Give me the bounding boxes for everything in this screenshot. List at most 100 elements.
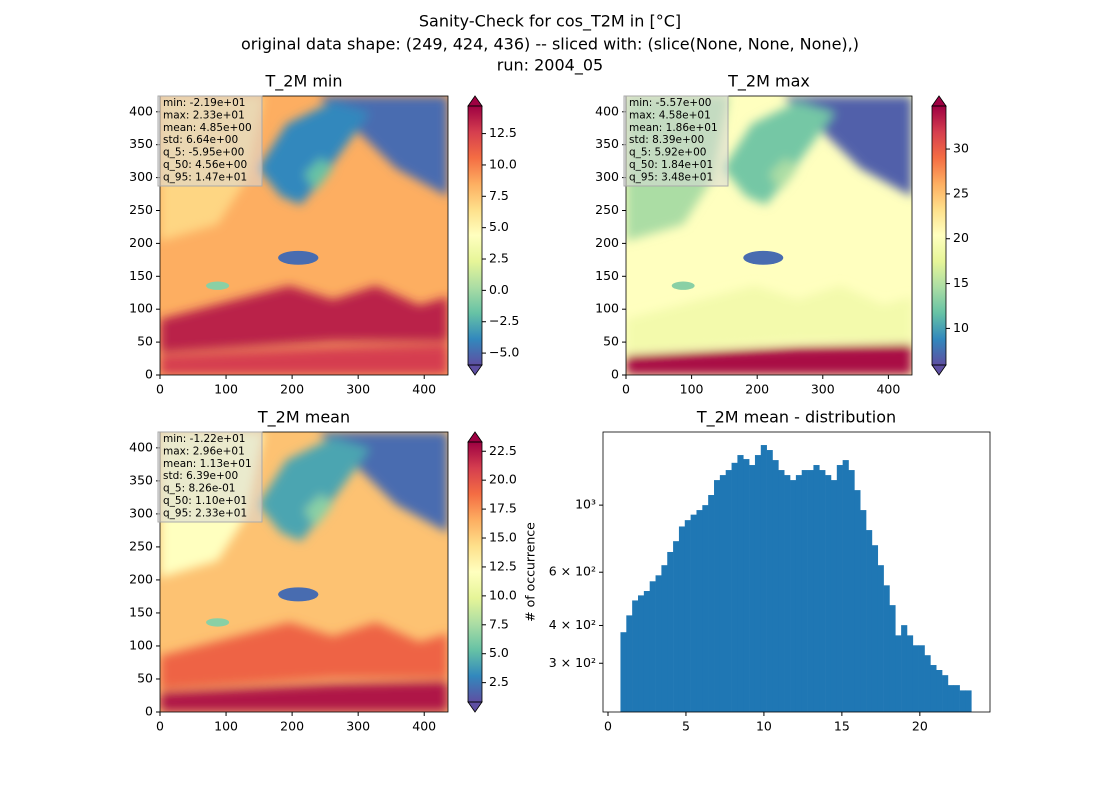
bar xyxy=(690,514,697,712)
x-tick-label: 300 xyxy=(811,382,835,397)
y-tick-label: 4 × 10² xyxy=(549,617,596,632)
map-region xyxy=(723,101,835,205)
bar xyxy=(819,470,826,712)
y-tick-label: 350 xyxy=(595,136,619,151)
y-tick-label: 350 xyxy=(129,136,153,151)
y-tick-label: 100 xyxy=(129,301,153,316)
x-tick-label: 100 xyxy=(680,382,704,397)
bar xyxy=(719,475,727,712)
colorbar-tick-label: 10.0 xyxy=(489,156,517,171)
bar xyxy=(714,480,721,712)
stats-text: std: 6.39e+00 xyxy=(163,470,238,482)
stats-box xyxy=(157,431,263,523)
colorbar-tick-label: 2.5 xyxy=(489,251,509,266)
y-tick-label: 50 xyxy=(137,670,153,685)
colorbar-tick-label: 15.0 xyxy=(489,530,517,545)
bar xyxy=(825,475,832,712)
x-tick-label: 200 xyxy=(745,382,769,397)
bar xyxy=(924,655,931,712)
bar xyxy=(632,600,639,712)
map-region xyxy=(626,285,912,353)
colorbar-tick-label: 22.5 xyxy=(489,443,517,458)
stats-text: std: 6.64e+00 xyxy=(163,134,238,146)
stats-text: min: -2.19e+01 xyxy=(163,97,245,109)
map-region xyxy=(304,493,333,528)
bar xyxy=(912,645,919,712)
bar xyxy=(830,480,838,712)
bar xyxy=(754,455,762,712)
map-alps xyxy=(278,587,319,602)
bar xyxy=(684,520,691,712)
x-tick-label: 0 xyxy=(604,719,612,734)
bar xyxy=(889,605,896,712)
x-tick-label: 0 xyxy=(622,382,630,397)
stats-text: q_5: 8.26e-01 xyxy=(163,483,235,495)
colorbar xyxy=(468,106,482,365)
y-tick-label: 150 xyxy=(129,604,153,619)
y-tick-label: 250 xyxy=(129,538,153,553)
bar xyxy=(842,460,849,712)
bar xyxy=(749,465,756,712)
bar xyxy=(795,475,803,712)
map-pyrenees xyxy=(206,618,230,627)
bar xyxy=(918,645,925,712)
bar xyxy=(877,565,884,712)
y-tick-label: 400 xyxy=(129,103,153,118)
y-tick-label: 350 xyxy=(129,472,153,487)
bar xyxy=(702,505,709,712)
stats-text: q_95: 3.48e+01 xyxy=(629,171,713,183)
colorbar-tick-label: 7.5 xyxy=(489,616,509,631)
y-tick-label: 400 xyxy=(129,439,153,454)
y-tick-label: 100 xyxy=(129,637,153,652)
bar xyxy=(883,585,890,712)
axes-title: T_2M min xyxy=(264,72,342,92)
bar xyxy=(959,690,966,712)
colorbar-tick-label: 17.5 xyxy=(489,501,517,516)
bar xyxy=(942,675,949,712)
colorbar-tick-label: 5.0 xyxy=(489,645,509,660)
stats-text: mean: 1.13e+01 xyxy=(163,458,252,470)
stats-text: min: -1.22e+01 xyxy=(163,433,245,445)
y-tick-label: 300 xyxy=(129,505,153,520)
x-tick-label: 15 xyxy=(834,719,850,734)
y-tick-label: 300 xyxy=(129,169,153,184)
stats-text: min: -5.57e+00 xyxy=(629,97,711,109)
stats-text: q_95: 1.47e+01 xyxy=(163,171,247,183)
bar xyxy=(737,455,744,712)
bar xyxy=(854,490,861,712)
x-tick-label: 20 xyxy=(912,719,928,734)
map-pyrenees xyxy=(206,281,230,290)
bar xyxy=(813,465,820,712)
x-tick-label: 400 xyxy=(412,719,436,734)
bar xyxy=(860,510,867,712)
bar xyxy=(643,591,650,712)
y-tick-label: 250 xyxy=(595,202,619,217)
colorbar-frame xyxy=(931,105,947,366)
stats-text: mean: 4.85e+00 xyxy=(163,122,252,134)
y-tick-label: 250 xyxy=(129,202,153,217)
bar xyxy=(807,470,814,712)
axes-title: T_2M mean - distribution xyxy=(696,408,896,428)
y-tick-label: 50 xyxy=(137,334,153,349)
colorbar-tick-label: 0.0 xyxy=(489,282,509,297)
colorbar-tick-label: 10 xyxy=(953,320,969,335)
x-tick-label: 10 xyxy=(756,719,772,734)
x-tick-label: 400 xyxy=(876,382,900,397)
map-pyrenees xyxy=(671,281,695,290)
bar xyxy=(906,635,914,712)
suptitle: original data shape: (249, 424, 436) -- … xyxy=(241,35,859,54)
colorbar xyxy=(468,442,482,702)
bar xyxy=(965,690,972,712)
y-tick-label: 0 xyxy=(145,367,153,382)
y-tick-label: 300 xyxy=(595,169,619,184)
stats-text: q_50: 1.10e+01 xyxy=(163,495,247,507)
axes-frame xyxy=(159,431,449,713)
y-tick-label: 200 xyxy=(129,235,153,250)
axes-title: T_2M mean xyxy=(257,408,350,428)
bar xyxy=(760,445,767,712)
colorbar-tick-label: −2.5 xyxy=(489,313,519,328)
stats-text: max: 2.96e+01 xyxy=(163,445,245,457)
bar xyxy=(620,632,627,712)
bar xyxy=(696,510,703,712)
